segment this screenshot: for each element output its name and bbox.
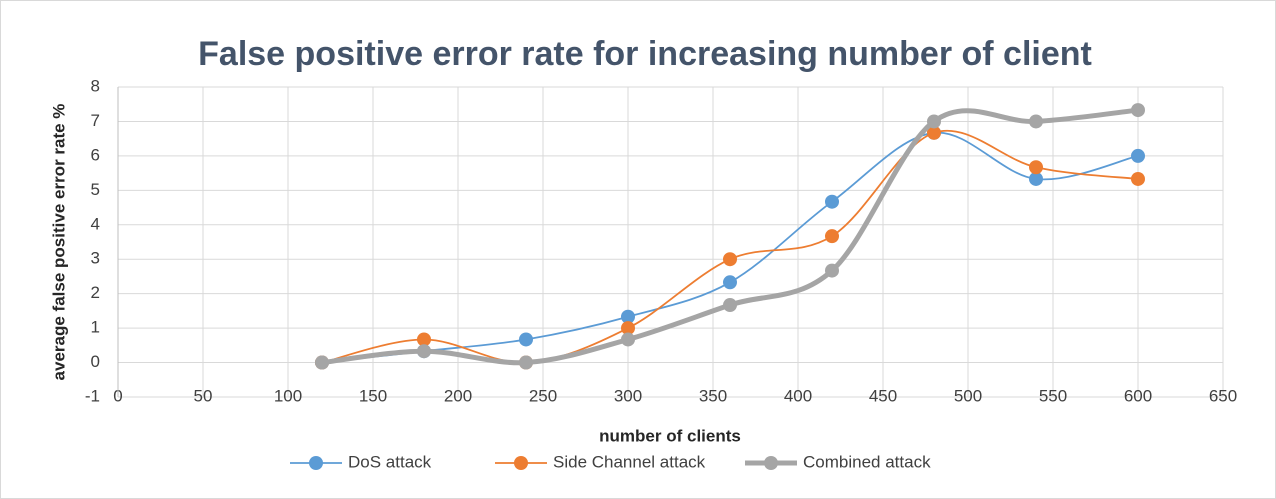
x-tick-label: 450 [869,386,897,405]
y-tick-label: 8 [91,76,100,95]
legend-label: DoS attack [348,452,432,471]
legend-label: Combined attack [803,452,931,471]
y-tick-label: -1 [85,386,100,405]
y-tick-label: 4 [91,214,100,233]
data-point [1029,160,1043,175]
y-tick-label: 6 [91,145,100,164]
data-point [825,229,839,244]
chart-title: False positive error rate for increasing… [198,35,1092,73]
data-point [621,309,635,324]
legend-marker [514,456,528,470]
y-tick-label: 0 [91,352,100,371]
data-point [723,252,737,267]
x-tick-label: 400 [784,386,812,405]
data-point [1131,103,1145,118]
data-point [927,114,941,129]
data-point [621,321,635,336]
data-point [1029,171,1043,186]
y-axis-title: average false positive error rate % [49,104,68,381]
y-tick-label: 5 [91,180,100,199]
x-tick-label: 250 [529,386,557,405]
y-tick-label: 7 [91,111,100,130]
x-tick-label: 500 [954,386,982,405]
x-tick-label: 600 [1124,386,1152,405]
data-point [1029,114,1043,129]
data-point [825,194,839,209]
x-tick-label: 50 [194,386,213,405]
data-point [1131,171,1145,186]
legend-marker [764,456,778,470]
data-point [825,263,839,278]
x-tick-label: 650 [1209,386,1237,405]
data-point [723,275,737,290]
data-point [519,355,533,370]
data-point [417,344,431,359]
x-tick-label: 550 [1039,386,1067,405]
x-tick-label: 150 [359,386,387,405]
x-tick-label: 350 [699,386,727,405]
y-tick-label: 2 [91,283,100,302]
data-point [315,355,329,370]
data-point [723,298,737,313]
data-point [519,332,533,347]
y-tick-label: 1 [91,318,100,337]
legend-marker [309,456,323,470]
x-tick-label: 300 [614,386,642,405]
x-tick-label: 200 [444,386,472,405]
legend-label: Side Channel attack [553,452,706,471]
x-tick-label: 100 [274,386,302,405]
data-point [1131,148,1145,163]
x-axis-title: number of clients [599,426,741,445]
data-point [417,332,431,347]
data-point [621,332,635,347]
y-tick-label: 3 [91,249,100,268]
data-point [927,125,941,140]
